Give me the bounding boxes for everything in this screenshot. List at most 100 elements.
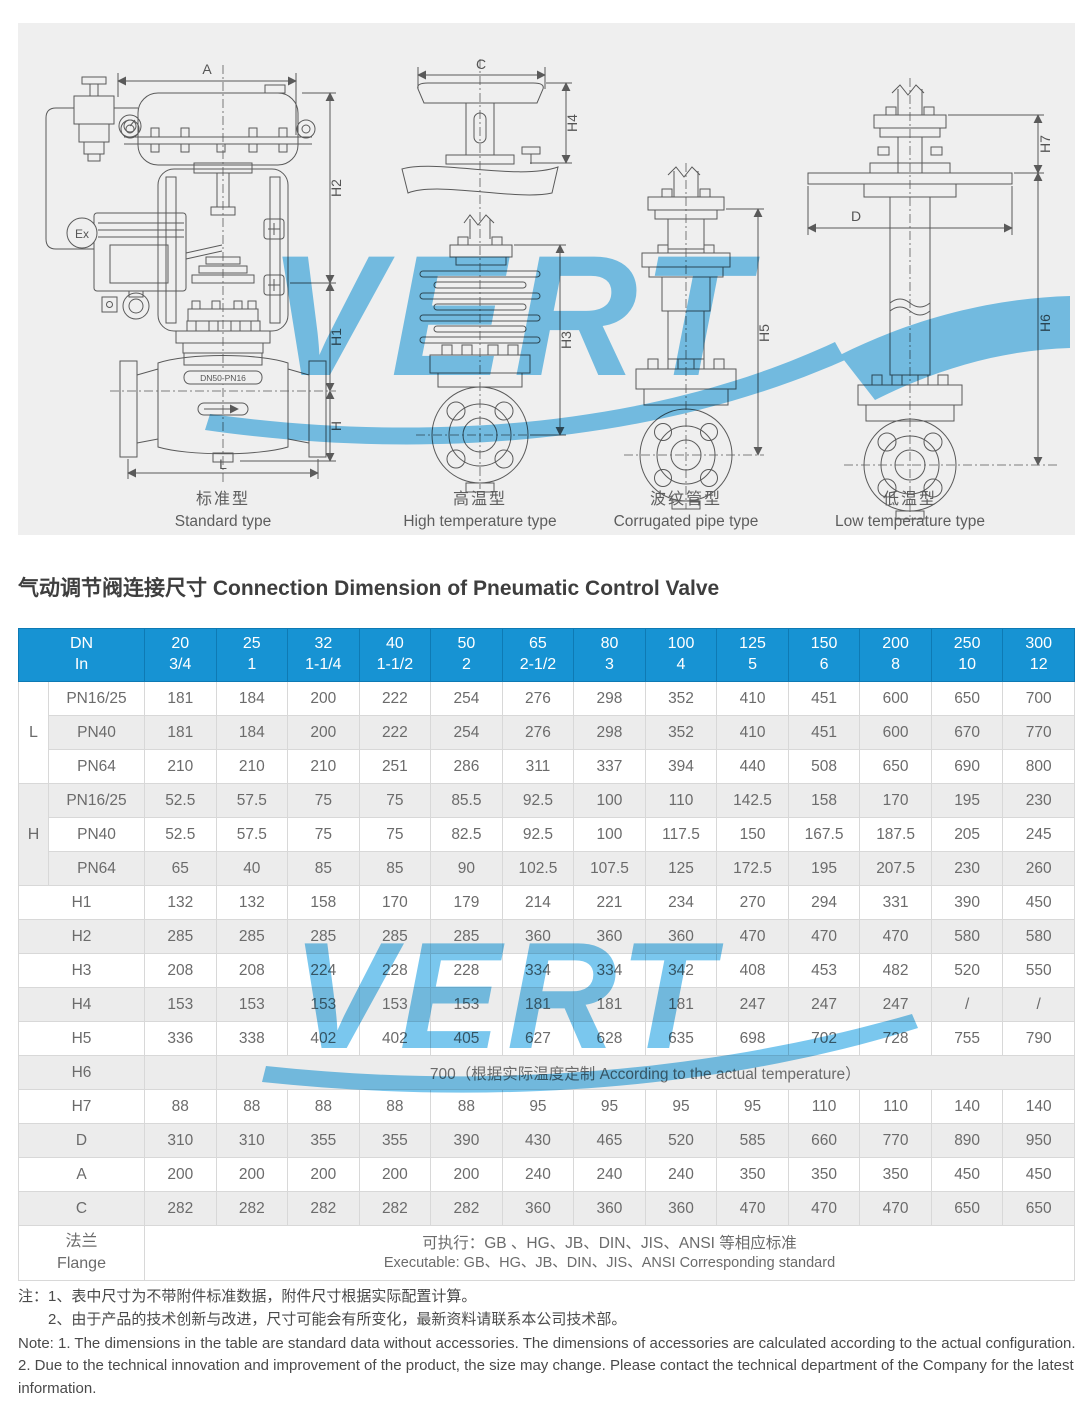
- standard-type-drawing: A H2 H1 H L Ex DN50-PN16: [45, 61, 344, 485]
- cell: 200: [215, 1157, 289, 1192]
- drawings-panel: A H2 H1 H L Ex DN50-PN16: [18, 23, 1075, 535]
- cell: 276: [501, 715, 575, 750]
- cell: 470: [859, 1191, 932, 1226]
- cell: 247: [859, 987, 932, 1022]
- cell: 170: [358, 885, 432, 920]
- cell: 254: [430, 681, 503, 716]
- cell: 153: [215, 987, 289, 1022]
- cell: 125: [644, 851, 718, 886]
- cell: 172.5: [716, 851, 789, 886]
- cell: 350: [787, 1157, 861, 1192]
- cell: 410: [716, 681, 789, 716]
- cell: 635: [644, 1021, 718, 1056]
- cell: 95: [716, 1089, 789, 1124]
- cell: 52.5: [144, 783, 217, 818]
- dimension-table: DN In 20 3/4 25 1 32 1-1/4 40 1-1/2 50 2 65 2-1/2 80 3 1…: [17, 628, 1076, 1281]
- cell: 394: [644, 749, 718, 784]
- cell: 790: [1002, 1021, 1075, 1056]
- row-label: H4: [17, 987, 146, 1022]
- cell: 251: [358, 749, 432, 784]
- cell: 660: [787, 1123, 861, 1158]
- high-temperature-drawing: C H4 H3: [401, 56, 580, 493]
- dim-label-A: A: [202, 61, 212, 77]
- caption-standard-en: Standard type: [174, 513, 272, 530]
- cell: 285: [430, 919, 503, 954]
- cell: 140: [930, 1089, 1004, 1124]
- dim-label-H7: H7: [1037, 135, 1053, 153]
- row-label: PN16/25: [47, 681, 146, 716]
- cell: 650: [859, 749, 932, 784]
- cell: 451: [787, 715, 861, 750]
- header-row: DN In 20 3/4 25 1 32 1-1/4 40 1-1/2 50 2 65 2-1/2 80 3 1…: [17, 628, 1075, 682]
- header-col-20: 20 3/4: [144, 628, 217, 682]
- cell: 95: [573, 1089, 646, 1124]
- cell: 410: [716, 715, 789, 750]
- cell: 550: [1002, 953, 1075, 988]
- cell: 698: [716, 1021, 789, 1056]
- cell: 92.5: [501, 783, 575, 818]
- cell: 800: [1002, 749, 1075, 784]
- cell: 210: [215, 749, 289, 784]
- cell: 285: [144, 919, 217, 954]
- cell: 75: [358, 783, 432, 818]
- cell: 179: [430, 885, 503, 920]
- cell: 82.5: [430, 817, 503, 852]
- cell: 150: [716, 817, 789, 852]
- row-A: A 200 200 200 200 200 240 240 240 350 350 350 450 450: [17, 1157, 1075, 1192]
- row-PN40: PN40 181 184 200 222 254 276 298 352 410 451 600 670…: [19, 715, 1075, 750]
- group-H: H: [18, 783, 49, 886]
- dim-label-H2: H2: [328, 179, 344, 197]
- cell: 200: [287, 681, 360, 716]
- cell: 334: [573, 953, 646, 988]
- cell: 450: [1002, 1157, 1075, 1192]
- caption-low-temperature: 低温型 Low temperature type: [780, 485, 1040, 531]
- caption-low-temperature-en: Low temperature type: [835, 513, 985, 530]
- dim-label-H4: H4: [564, 114, 580, 132]
- cell: 75: [287, 817, 360, 852]
- cell: 282: [287, 1191, 360, 1226]
- row-label: H2: [17, 919, 146, 954]
- cell: 140: [1002, 1089, 1075, 1124]
- cell: 200: [287, 1157, 360, 1192]
- h6-note: 700（根据实际温度定制 According to the actual tem…: [215, 1055, 1076, 1090]
- cell: 450: [1002, 885, 1075, 920]
- cell: 200: [430, 1157, 503, 1192]
- cell: 228: [358, 953, 432, 988]
- cell: 210: [144, 749, 217, 784]
- cell: 670: [930, 715, 1004, 750]
- cell: 580: [1002, 919, 1075, 954]
- header-corner: DN In: [17, 628, 146, 682]
- cell: 40: [215, 851, 289, 886]
- cell: 57.5: [215, 817, 289, 852]
- cell: 88: [215, 1089, 289, 1124]
- header-col-32: 32 1-1/4: [287, 628, 360, 682]
- row-label: H1: [17, 885, 146, 920]
- cell: 142.5: [716, 783, 789, 818]
- row-label: D: [17, 1123, 146, 1158]
- cell: 110: [859, 1089, 932, 1124]
- cell: 360: [573, 1191, 646, 1226]
- cell: 286: [430, 749, 503, 784]
- row-H2: H2 285 285 285 285 285 360 360 360 470 470 470 580 58…: [17, 919, 1075, 954]
- cell: 240: [644, 1157, 718, 1192]
- cell: 352: [644, 715, 718, 750]
- row-PN16/25: L PN16/25 181 184 200 222 254 276 298 352 410 451 60…: [18, 681, 1075, 784]
- cell: 600: [859, 681, 932, 716]
- caption-high-temperature: 高温型 High temperature type: [350, 485, 610, 531]
- cell: 450: [930, 1157, 1004, 1192]
- cell: 260: [1002, 851, 1075, 886]
- cell: 230: [1002, 783, 1075, 818]
- header-col-250: 250 10: [930, 628, 1004, 682]
- cell: 470: [787, 1191, 861, 1226]
- row-label: PN40: [47, 817, 146, 852]
- row-label: PN40: [47, 715, 146, 750]
- cell: 75: [358, 817, 432, 852]
- cell: 210: [287, 749, 360, 784]
- cell-empty: [144, 1055, 217, 1090]
- cell: /: [930, 987, 1004, 1022]
- cell: 890: [930, 1123, 1004, 1158]
- dim-label-H1: H1: [328, 328, 344, 346]
- cell: 453: [787, 953, 861, 988]
- cell: 482: [859, 953, 932, 988]
- cell: 702: [787, 1021, 861, 1056]
